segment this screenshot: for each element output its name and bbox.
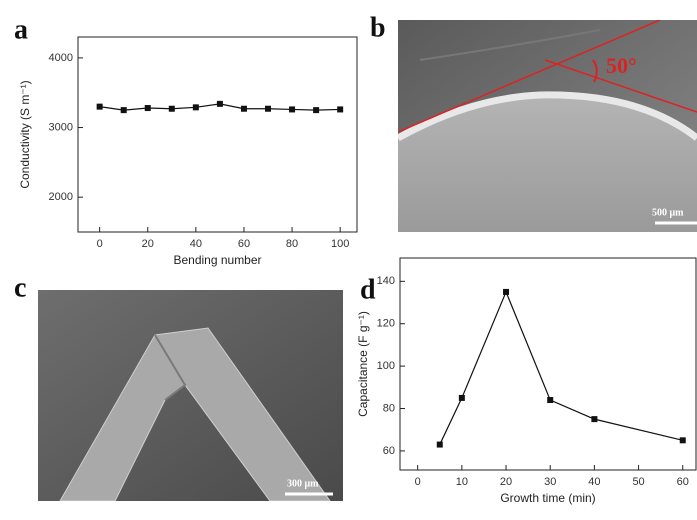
data-point — [591, 416, 597, 422]
data-point — [241, 106, 247, 112]
data-point — [680, 437, 686, 443]
data-point — [121, 107, 127, 113]
sem-image-c — [38, 290, 343, 501]
data-point — [217, 101, 223, 107]
scale-bar-label: 300 μm — [287, 478, 319, 489]
sem-image-b — [398, 20, 697, 232]
data-point — [337, 106, 343, 112]
angle-label: 50° — [606, 53, 637, 78]
data-point — [145, 105, 151, 111]
x-tick-label: 10 — [456, 476, 468, 488]
data-point — [265, 106, 271, 112]
x-tick-label: 20 — [142, 238, 154, 250]
x-tick-label: 0 — [415, 476, 421, 488]
panel-label: c — [14, 272, 26, 303]
data-point — [289, 106, 295, 112]
y-tick-label: 120 — [377, 318, 395, 330]
x-tick-label: 40 — [190, 238, 202, 250]
x-tick-label: 30 — [544, 476, 556, 488]
series-line — [440, 292, 683, 445]
y-axis-label: Capacitance (F g⁻¹) — [356, 311, 370, 417]
data-point — [547, 397, 553, 403]
data-point — [437, 442, 443, 448]
y-tick-label: 2000 — [49, 191, 73, 203]
data-point — [169, 106, 175, 112]
x-tick-label: 100 — [331, 238, 349, 250]
data-point — [97, 104, 103, 110]
data-point — [503, 289, 509, 295]
panel-label: b — [370, 12, 386, 43]
y-tick-label: 4000 — [49, 52, 73, 64]
x-tick-label: 0 — [97, 238, 103, 250]
x-tick-label: 80 — [286, 238, 298, 250]
panel-label: a — [14, 14, 28, 45]
data-point — [193, 104, 199, 110]
x-tick-label: 20 — [500, 476, 512, 488]
y-tick-label: 60 — [383, 445, 395, 457]
figure: a b c d 50° 500 μm 300 μm 02040608010020… — [0, 0, 697, 515]
plot-frame — [400, 258, 696, 470]
x-tick-label: 50 — [632, 476, 644, 488]
x-tick-label: 60 — [238, 238, 250, 250]
y-axis-label: Conductivity (S m⁻¹) — [18, 80, 32, 188]
y-tick-label: 80 — [383, 402, 395, 414]
y-tick-label: 100 — [377, 360, 395, 372]
y-tick-label: 140 — [377, 275, 395, 287]
x-tick-label: 60 — [677, 476, 689, 488]
panel-label: d — [360, 274, 376, 305]
y-tick-label: 3000 — [49, 121, 73, 133]
data-point — [459, 395, 465, 401]
scale-bar-label: 500 μm — [652, 207, 684, 218]
x-axis-label: Growth time (min) — [500, 491, 595, 505]
x-tick-label: 40 — [588, 476, 600, 488]
plot-frame — [78, 37, 357, 232]
x-axis-label: Bending number — [173, 253, 261, 267]
data-point — [313, 107, 319, 113]
